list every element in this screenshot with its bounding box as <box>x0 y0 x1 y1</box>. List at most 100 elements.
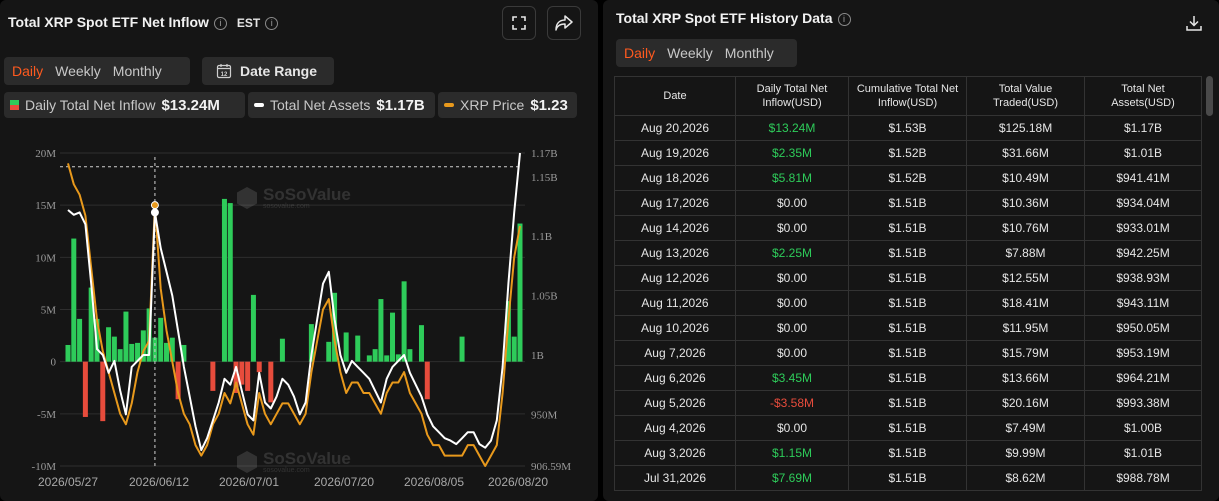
cell-net-assets: $1.17B <box>1084 115 1202 141</box>
table-row[interactable]: Aug 5,2026 -$3.58M $1.51B $20.16M $993.38M <box>614 390 1202 416</box>
y2-tick-label: 906.59M <box>531 461 571 473</box>
table-row[interactable]: Aug 3,2026 $1.15M $1.51B $9.99M $1.01B <box>614 440 1202 466</box>
table-row[interactable]: Aug 20,2026 $13.24M $1.53B $125.18M $1.17B <box>614 115 1202 141</box>
cell-cumulative-inflow: $1.51B <box>848 365 967 391</box>
info-icon[interactable]: i <box>213 16 227 30</box>
inflow-bar <box>181 344 187 362</box>
inflow-bar <box>343 332 349 362</box>
cell-net-assets: $953.19M <box>1084 340 1202 366</box>
inflow-bar <box>233 361 239 393</box>
timezone-info-icon[interactable]: i <box>265 16 279 30</box>
y-tick-label: 20M <box>35 148 56 160</box>
watermark-name: SoSoValue <box>263 184 351 204</box>
cell-value-traded: $7.49M <box>966 415 1085 441</box>
history-data-panel: Total XRP Spot ETF History Data i Daily W… <box>603 0 1219 501</box>
legend-assets[interactable]: Total Net Assets $1.17B <box>248 92 435 118</box>
inflow-bar <box>71 238 77 362</box>
tab-monthly[interactable]: Monthly <box>112 63 162 79</box>
cell-date: Aug 19,2026 <box>614 140 736 166</box>
date-range-label: Date Range <box>240 63 318 79</box>
chart-title: Total XRP Spot ETF Net Inflow <box>8 14 209 30</box>
assets-swatch <box>254 103 264 107</box>
history-tab-weekly[interactable]: Weekly <box>667 45 713 61</box>
sosovalue-logo-icon-2 <box>237 451 257 473</box>
cell-value-traded: $12.55M <box>966 265 1085 291</box>
history-tab-daily[interactable]: Daily <box>624 45 656 61</box>
y-tick-label: -10M <box>32 461 57 473</box>
inflow-chart-panel: Total XRP Spot ETF Net Inflow i EST i Daily… <box>0 0 598 501</box>
legend-inflow[interactable]: Daily Total Net Inflow $13.24M <box>4 92 245 118</box>
y2-tick-label: 1.1B <box>531 231 552 243</box>
table-row[interactable]: Aug 10,2026 $0.00 $1.51B $11.95M $950.05M <box>614 315 1202 341</box>
x-tick-label: 2026/08/05 <box>404 475 464 489</box>
cell-cumulative-inflow: $1.51B <box>848 440 967 466</box>
cell-date: Aug 18,2026 <box>614 165 736 191</box>
table-row[interactable]: Aug 7,2026 $0.00 $1.51B $15.79M $953.19M <box>614 340 1202 366</box>
history-info-icon[interactable]: i <box>837 12 851 26</box>
col-header-net-assets[interactable]: Total Net Assets(USD) <box>1084 76 1202 116</box>
download-button[interactable] <box>1185 14 1203 37</box>
legend-price[interactable]: XRP Price $1.23 <box>438 92 577 118</box>
cell-value-traded: $15.79M <box>966 340 1085 366</box>
inflow-bar <box>256 361 262 373</box>
inflow-bar <box>378 299 384 362</box>
cell-date: Aug 3,2026 <box>614 440 736 466</box>
inflow-bar <box>100 361 106 422</box>
table-row[interactable]: Jul 31,2026 $7.69M $1.51B $8.62M $988.78M <box>614 465 1202 491</box>
history-title-row: Total XRP Spot ETF History Data i <box>616 10 851 26</box>
col-header-date[interactable]: Date <box>614 76 736 116</box>
cell-date: Aug 10,2026 <box>614 315 736 341</box>
inflow-bar <box>384 355 390 362</box>
col-header-value-traded[interactable]: Total Value Traded(USD) <box>966 76 1085 116</box>
price-swatch <box>444 103 454 107</box>
inflow-bar <box>407 349 413 362</box>
inflow-bar <box>221 198 227 362</box>
tab-weekly[interactable]: Weekly <box>55 63 101 79</box>
table-row[interactable]: Aug 11,2026 $0.00 $1.51B $18.41M $943.11M <box>614 290 1202 316</box>
table-row[interactable]: Aug 17,2026 $0.00 $1.51B $10.36M $934.04M <box>614 190 1202 216</box>
cell-net-assets: $1.01B <box>1084 140 1202 166</box>
table-row[interactable]: Aug 12,2026 $0.00 $1.51B $12.55M $938.93M <box>614 265 1202 291</box>
cell-date: Aug 14,2026 <box>614 215 736 241</box>
inflow-bar <box>135 342 141 362</box>
table-row[interactable]: Aug 19,2026 $2.35M $1.52B $31.66M $1.01B <box>614 140 1202 166</box>
inflow-bar <box>169 337 175 362</box>
fullscreen-button[interactable] <box>502 6 536 40</box>
table-scrollbar[interactable] <box>1206 76 1213 116</box>
cell-net-assets: $943.11M <box>1084 290 1202 316</box>
cell-daily-inflow: $1.15M <box>735 440 849 466</box>
table-row[interactable]: Aug 6,2026 $3.45M $1.51B $13.66M $964.21M <box>614 365 1202 391</box>
assets-line <box>67 152 521 452</box>
y2-tick-label: 1.15B <box>531 172 558 184</box>
cell-daily-inflow: $5.81M <box>735 165 849 191</box>
cell-value-traded: $13.66M <box>966 365 1085 391</box>
y-tick-label: 10M <box>35 252 56 264</box>
inflow-bar <box>390 312 396 362</box>
inflow-bar <box>424 361 430 400</box>
table-row[interactable]: Aug 4,2026 $0.00 $1.51B $7.49M $1.00B <box>614 415 1202 441</box>
inflow-bar <box>326 341 332 362</box>
inflow-chart[interactable]: 20M 15M 10M 5M 0 -5M -10M 1.17B 1.15B 1.1B 1.05B 1B… <box>0 130 598 501</box>
inflow-bar <box>511 336 517 362</box>
col-header-cumulative-inflow[interactable]: Cumulative Total Net Inflow(USD) <box>848 76 967 116</box>
tab-daily[interactable]: Daily <box>12 63 44 79</box>
col-header-daily-inflow[interactable]: Daily Total Net Inflow(USD) <box>735 76 849 116</box>
cell-cumulative-inflow: $1.52B <box>848 140 967 166</box>
cell-daily-inflow: $0.00 <box>735 415 849 441</box>
cell-value-traded: $10.49M <box>966 165 1085 191</box>
y2-tick-label: 1.17B <box>531 148 558 160</box>
watermark-sub: sosovalue.com <box>263 202 310 210</box>
y2-tick-label: 1.05B <box>531 291 558 303</box>
inflow-bar <box>65 344 71 362</box>
cell-net-assets: $950.05M <box>1084 315 1202 341</box>
table-row[interactable]: Aug 14,2026 $0.00 $1.51B $10.76M $933.01M <box>614 215 1202 241</box>
cell-date: Aug 12,2026 <box>614 265 736 291</box>
table-row[interactable]: Aug 18,2026 $5.81M $1.52B $10.49M $941.41M <box>614 165 1202 191</box>
cell-date: Aug 13,2026 <box>614 240 736 266</box>
date-range-button[interactable]: 12 Date Range <box>202 57 334 85</box>
inflow-bar <box>140 330 146 362</box>
inflow-bar <box>372 349 378 362</box>
history-tab-monthly[interactable]: Monthly <box>724 45 774 61</box>
share-button[interactable] <box>547 6 581 40</box>
table-row[interactable]: Aug 13,2026 $2.25M $1.51B $7.88M $942.25M <box>614 240 1202 266</box>
